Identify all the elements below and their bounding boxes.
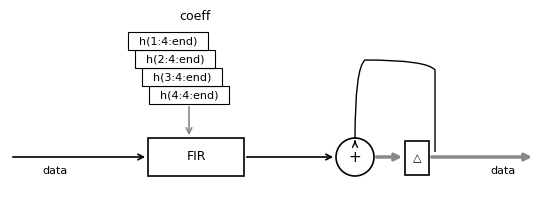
Bar bbox=[405, 141, 429, 175]
Text: data: data bbox=[42, 166, 67, 176]
Text: +: + bbox=[349, 149, 361, 164]
Text: coeff: coeff bbox=[179, 10, 210, 23]
Bar bbox=[142, 68, 222, 86]
Bar bbox=[148, 138, 244, 176]
Bar bbox=[128, 32, 208, 50]
Text: data: data bbox=[490, 166, 515, 176]
Text: △: △ bbox=[413, 153, 421, 163]
Bar bbox=[149, 86, 229, 104]
Text: h(3:4:end): h(3:4:end) bbox=[153, 72, 211, 82]
Circle shape bbox=[336, 138, 374, 176]
Text: FIR: FIR bbox=[186, 150, 206, 163]
Bar bbox=[135, 50, 215, 68]
Text: h(2:4:end): h(2:4:end) bbox=[146, 54, 204, 64]
Text: h(1:4:end): h(1:4:end) bbox=[139, 36, 197, 46]
Text: h(4:4:end): h(4:4:end) bbox=[160, 90, 218, 100]
